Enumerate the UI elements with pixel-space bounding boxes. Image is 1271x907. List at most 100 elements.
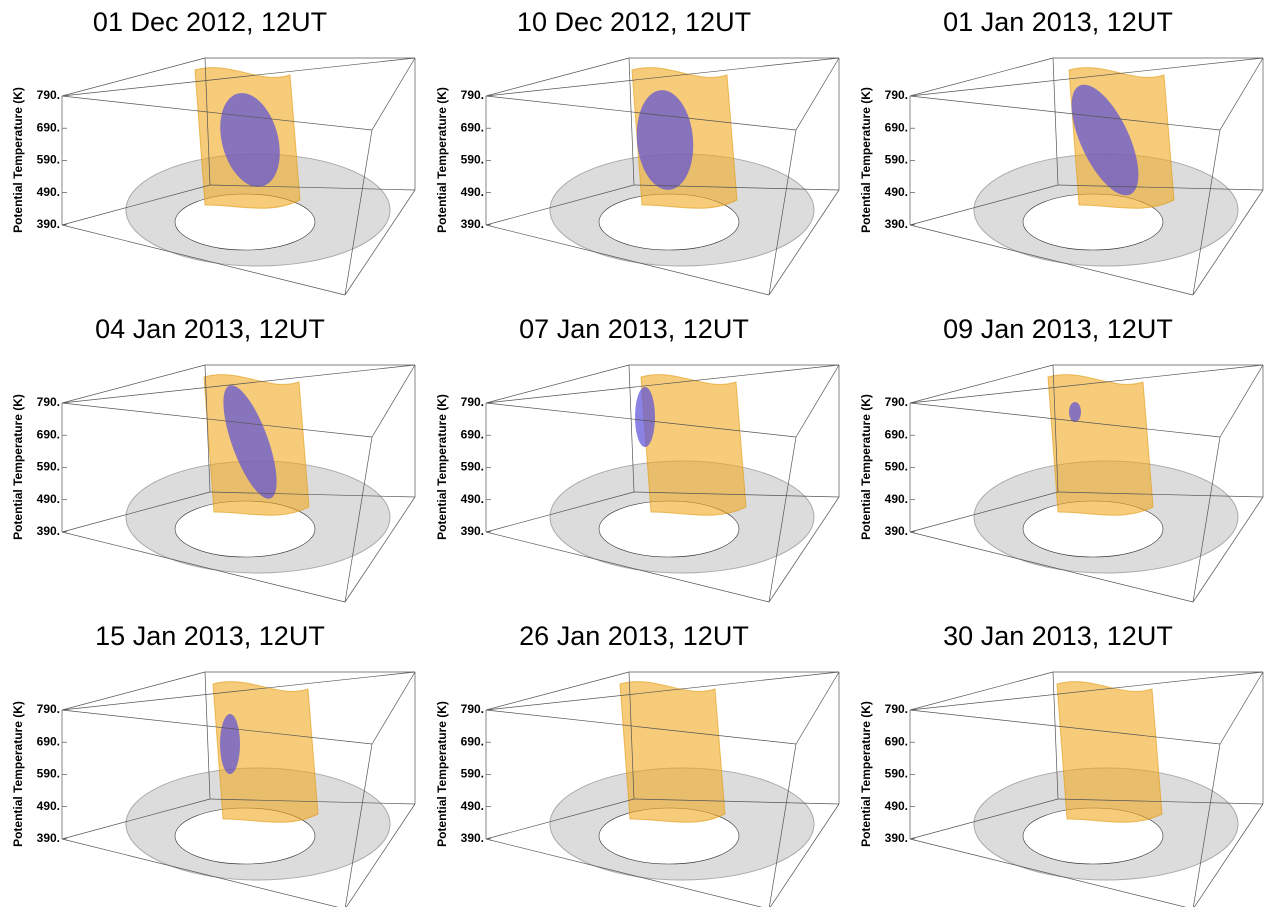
box-edge: [633, 798, 840, 805]
isosurface: [640, 374, 747, 516]
axis-label: Potential Temperature (K): [859, 394, 873, 540]
vortex-core: [223, 385, 277, 499]
panel: 04 Jan 2013, 12UT 790. 690. 590. 490. 390. Pot…: [11, 314, 416, 603]
axis-label: Potential Temperature (K): [859, 701, 873, 847]
box-edge: [371, 57, 416, 131]
vortex-core: [635, 387, 655, 447]
box-edge: [909, 402, 1221, 438]
panel-title: 30 Jan 2013, 12UT: [943, 621, 1173, 651]
box-edge: [485, 671, 630, 711]
z-tick-label: 690.: [461, 427, 484, 441]
box-edge: [61, 364, 206, 404]
box-edge: [485, 224, 770, 296]
box-edge: [485, 184, 635, 226]
box-edge: [909, 95, 1221, 131]
box-edge: [1052, 671, 1059, 800]
z-tick-label: 390.: [461, 831, 484, 845]
panel: 01 Jan 2013, 12UT 790. 690. 590. 490. 390. Pot…: [859, 7, 1264, 296]
box-edge: [909, 184, 1059, 226]
box-edge: [61, 838, 339, 907]
z-tick-label: 490.: [885, 185, 908, 199]
z-tick-label: 790.: [37, 702, 60, 716]
panel: 07 Jan 2013, 12UT 790. 690. 590. 490. 390. Pot…: [435, 314, 840, 603]
box-edge: [485, 838, 763, 907]
box-edge: [371, 671, 416, 745]
box-edge: [768, 189, 840, 296]
box-edge: [1193, 803, 1264, 907]
box-edge: [61, 709, 373, 745]
box-edge: [1219, 671, 1264, 745]
box-edge: [209, 798, 416, 805]
box-edge: [1052, 364, 1059, 493]
box-edge: [61, 402, 373, 438]
panel-title: 04 Jan 2013, 12UT: [95, 314, 325, 344]
z-tick-label: 590.: [885, 460, 908, 474]
box-edge: [61, 184, 211, 226]
box-edge: [485, 57, 840, 97]
box-edge: [1219, 57, 1264, 131]
box-edge: [909, 57, 1054, 97]
box-edge: [485, 531, 770, 603]
box-edge: [768, 129, 797, 296]
box-edge: [345, 803, 416, 907]
box-edge: [909, 364, 1054, 404]
box-edge: [485, 57, 630, 97]
box-edge: [795, 671, 840, 745]
box-edge: [909, 57, 1264, 97]
box-edge: [795, 57, 840, 131]
box-edge: [795, 364, 840, 438]
box-edge: [209, 491, 416, 498]
z-tick-label: 590.: [885, 767, 908, 781]
vortex-core: [220, 93, 280, 187]
panel-title: 10 Dec 2012, 12UT: [517, 7, 751, 37]
box-edge: [1057, 184, 1264, 191]
box-edge: [1219, 364, 1264, 438]
box-edge: [61, 57, 416, 97]
axis-label: Potential Temperature (K): [11, 87, 25, 233]
axis-label: Potential Temperature (K): [435, 87, 449, 233]
box-edge: [485, 95, 797, 131]
z-tick-label: 690.: [885, 734, 908, 748]
box-edge: [1192, 496, 1264, 603]
panel: 09 Jan 2013, 12UT 790. 690. 590. 490. 390. Pot…: [859, 314, 1264, 603]
z-tick-label: 590.: [461, 460, 484, 474]
box-edge: [1192, 436, 1221, 603]
box-edge: [909, 838, 1187, 907]
axis-label: Potential Temperature (K): [11, 701, 25, 847]
box-edge: [633, 184, 840, 191]
panel: 30 Jan 2013, 12UT 790. 690. 590. 490. 390. Pot…: [859, 621, 1264, 907]
z-tick-label: 490.: [37, 185, 60, 199]
z-tick-label: 490.: [461, 492, 484, 506]
box-edge: [628, 671, 635, 800]
z-tick-label: 690.: [885, 120, 908, 134]
z-tick-label: 790.: [461, 88, 484, 102]
box-edge: [204, 671, 211, 800]
z-tick-label: 590.: [461, 153, 484, 167]
box-edge: [61, 95, 373, 131]
box-edge: [485, 671, 840, 711]
axis-label: Potential Temperature (K): [11, 394, 25, 540]
vortex-core: [1069, 402, 1081, 422]
box-edge: [61, 57, 206, 97]
z-tick-label: 390.: [37, 217, 60, 231]
isosurface: [619, 681, 726, 823]
z-tick-label: 690.: [37, 734, 60, 748]
z-tick-label: 490.: [461, 185, 484, 199]
z-tick-label: 790.: [885, 395, 908, 409]
box-edge: [909, 671, 1264, 711]
isosurface: [1056, 681, 1163, 823]
box-edge: [769, 803, 840, 907]
z-tick-label: 690.: [885, 427, 908, 441]
box-edge: [1192, 743, 1221, 907]
z-tick-label: 490.: [885, 799, 908, 813]
box-edge: [485, 402, 797, 438]
z-tick-label: 390.: [461, 217, 484, 231]
z-tick-label: 790.: [461, 702, 484, 716]
box-edge: [344, 189, 416, 296]
panel: 10 Dec 2012, 12UT 790. 690. 590. 490. 390. Pot…: [435, 7, 840, 296]
box-edge: [61, 364, 416, 404]
box-edge: [485, 798, 635, 840]
box-edge: [909, 491, 1059, 533]
panel-title: 01 Jan 2013, 12UT: [943, 7, 1173, 37]
